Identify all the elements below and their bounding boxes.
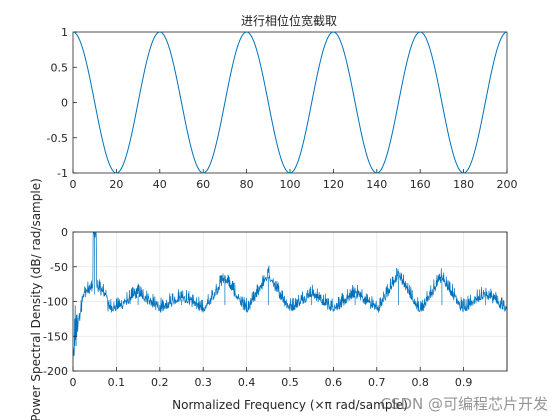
top-ticks: 0 20 40 60 80 100 120 140 160 180 200 -1 -0.5 0 0.5 1 bbox=[47, 26, 518, 191]
bottom-xtick-label: 0.8 bbox=[411, 376, 429, 389]
bottom-series-line bbox=[73, 232, 507, 357]
top-ytick-label: -1 bbox=[57, 167, 68, 180]
top-ytick-label: 0 bbox=[61, 97, 68, 110]
watermark-text: CSDN @可编程芯片开发 bbox=[380, 395, 548, 413]
bottom-subplot: 0 0.1 0.2 0.3 0.4 0.5 0.6 0.7 0.8 0.9 -200 -150 -100… bbox=[29, 178, 508, 420]
top-ytick-label: -0.5 bbox=[47, 132, 68, 145]
bottom-ylabel: Power Spectral Density (dB/ rad/sample) bbox=[29, 178, 43, 420]
top-xtick-label: 120 bbox=[323, 178, 344, 191]
bottom-xtick-label: 0.7 bbox=[368, 376, 386, 389]
top-xtick-label: 60 bbox=[196, 178, 210, 191]
top-xtick-label: 80 bbox=[240, 178, 254, 191]
bottom-ytick-label: -200 bbox=[43, 365, 68, 378]
top-xtick-label: 100 bbox=[280, 178, 301, 191]
bottom-xtick-label: 0.3 bbox=[194, 376, 212, 389]
top-series-line bbox=[72, 31, 508, 174]
bottom-xlabel: Normalized Frequency (×π rad/sample) bbox=[172, 398, 408, 412]
top-xtick-label: 140 bbox=[366, 178, 387, 191]
bottom-xtick-label: 0.1 bbox=[108, 376, 126, 389]
top-ytick-label: 0.5 bbox=[51, 61, 69, 74]
top-xtick-label: 180 bbox=[453, 178, 474, 191]
bottom-xtick-label: 0 bbox=[70, 376, 77, 389]
top-xtick-label: 160 bbox=[410, 178, 431, 191]
top-xtick-label: 40 bbox=[153, 178, 167, 191]
top-ytick-label: 1 bbox=[61, 26, 68, 39]
bottom-xtick-label: 0.5 bbox=[281, 376, 299, 389]
top-xtick-label: 0 bbox=[70, 178, 77, 191]
bottom-ytick-label: -50 bbox=[50, 261, 68, 274]
bottom-xtick-label: 0.2 bbox=[151, 376, 169, 389]
bottom-xtick-label: 0.4 bbox=[238, 376, 256, 389]
bottom-xtick-label: 0.9 bbox=[455, 376, 473, 389]
bottom-xtick-label: 0.6 bbox=[325, 376, 343, 389]
top-chart-title: 进行相位位宽截取 bbox=[241, 13, 337, 28]
bottom-ytick-label: -100 bbox=[43, 296, 68, 309]
top-xtick-label: 20 bbox=[109, 178, 123, 191]
bottom-ticks: 0 0.1 0.2 0.3 0.4 0.5 0.6 0.7 0.8 0.9 -200 -150 -100… bbox=[43, 226, 472, 389]
bottom-ytick-label: 0 bbox=[61, 226, 68, 239]
bottom-ytick-label: -150 bbox=[43, 330, 68, 343]
top-axes-box bbox=[72, 31, 508, 174]
top-xtick-label: 200 bbox=[497, 178, 518, 191]
top-subplot: 进行相位位宽截取 0 20 40 60 80 100 120 140 160 180 200 -1 -0… bbox=[47, 13, 518, 191]
